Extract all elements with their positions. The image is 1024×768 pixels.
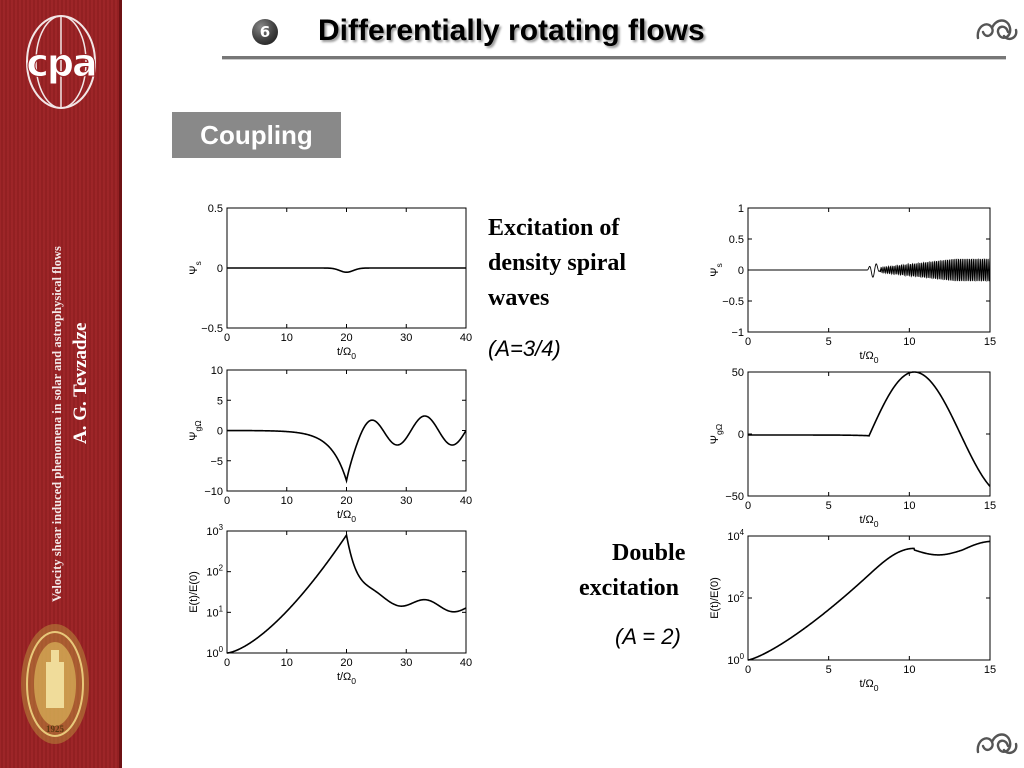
cpa-logo: cpa — [26, 15, 98, 109]
y-tick-label: −0.5 — [722, 296, 744, 308]
caption-spiral-param: (A=3/4) — [488, 336, 561, 361]
y-tick-label: −50 — [725, 491, 744, 503]
y-axis-label: Ψs — [188, 261, 203, 275]
x-tick-label: 10 — [903, 664, 915, 676]
x-tick-label: 20 — [340, 657, 352, 669]
y-axis-label: ΨgΩ — [188, 420, 203, 441]
x-tick-label: 20 — [340, 332, 352, 344]
y-axis-label: Ψs — [709, 263, 724, 277]
y-tick-label: 0 — [217, 426, 223, 438]
x-tick-label: 30 — [400, 495, 412, 507]
x-tick-label: 15 — [984, 500, 996, 512]
x-tick-label: 0 — [224, 657, 230, 669]
chart-right-top: 0 5 10 15 1 0.5 0 −0.5 −1 t/Ω0 Ψs — [709, 203, 996, 365]
caption-double-line2: excitation — [579, 575, 679, 601]
y-tick-label: 0.5 — [208, 203, 223, 215]
y-tick-label: −10 — [204, 486, 223, 498]
page-title: Differentially rotating flows — [318, 14, 705, 47]
university-seal: 1925 — [21, 624, 89, 744]
x-tick-label: 10 — [281, 495, 293, 507]
series-line — [748, 257, 991, 283]
x-tick-label: 20 — [340, 495, 352, 507]
x-tick-label: 5 — [826, 664, 832, 676]
y-axis-label: E(t)/E(0) — [188, 571, 200, 613]
vertical-title: Velocity shear induced phenomena in sola… — [42, 124, 98, 604]
x-tick-label: 10 — [281, 657, 293, 669]
y-tick-label: −5 — [210, 456, 223, 468]
vertical-author-text: A. G. Tevzadze — [70, 323, 91, 444]
x-tick-label: 10 — [903, 336, 915, 348]
y-tick-label: 104 — [727, 528, 744, 543]
y-tick-label: 10 — [211, 365, 223, 377]
y-tick-label: −1 — [731, 327, 744, 339]
caption-spiral-line1: Excitation of — [488, 215, 620, 241]
y-tick-label: 103 — [206, 523, 223, 538]
x-tick-label: 15 — [984, 664, 996, 676]
y-tick-label: 102 — [727, 590, 744, 605]
x-axis-label: t/Ω0 — [859, 514, 878, 529]
x-tick-label: 0 — [224, 332, 230, 344]
x-axis-label: t/Ω0 — [337, 671, 356, 686]
y-tick-label: 1 — [738, 203, 744, 215]
x-tick-label: 5 — [826, 500, 832, 512]
chart-left-bottom: 0 10 20 30 40 103 102 101 100 t/Ω0 E(t)/E(0) — [188, 523, 472, 686]
x-tick-label: 0 — [745, 336, 751, 348]
ornament-icon — [976, 19, 1018, 41]
y-tick-label: 100 — [206, 645, 223, 660]
x-tick-label: 30 — [400, 657, 412, 669]
y-tick-label: 0 — [738, 429, 744, 441]
sidebar: cpa Velocity shear induced phenomena in … — [0, 0, 122, 768]
series-line — [748, 371, 991, 487]
plot-frame — [226, 530, 467, 654]
x-tick-label: 0 — [224, 495, 230, 507]
y-tick-label: −0.5 — [201, 323, 223, 335]
slide-number-badge: 6 — [252, 19, 278, 45]
seal-year: 1925 — [46, 724, 65, 734]
x-tick-label: 40 — [460, 332, 472, 344]
series-line — [227, 415, 467, 484]
x-tick-label: 40 — [460, 657, 472, 669]
x-axis-label: t/Ω0 — [859, 350, 878, 365]
x-tick-label: 0 — [745, 664, 751, 676]
y-axis-label: E(t)/E(0) — [709, 577, 721, 619]
y-tick-label: 0 — [738, 265, 744, 277]
x-tick-label: 5 — [826, 336, 832, 348]
series-line — [227, 267, 466, 274]
y-tick-label: 0.5 — [729, 234, 744, 246]
x-tick-label: 10 — [281, 332, 293, 344]
y-tick-label: 5 — [217, 395, 223, 407]
logo-text: cpa — [26, 41, 95, 85]
caption-double-line1: Double — [612, 540, 686, 566]
x-tick-label: 30 — [400, 332, 412, 344]
x-tick-label: 10 — [903, 500, 915, 512]
y-tick-label: 0 — [217, 263, 223, 275]
section-badge: Coupling — [172, 112, 341, 158]
caption-spiral-line2: density spiral — [488, 250, 627, 276]
ornament-icon — [976, 733, 1018, 755]
x-tick-label: 15 — [984, 336, 996, 348]
series-line — [226, 533, 467, 654]
x-tick-label: 0 — [745, 500, 751, 512]
x-axis-label: t/Ω0 — [859, 678, 878, 693]
y-tick-label: 102 — [206, 564, 223, 579]
x-axis-label: t/Ω0 — [337, 346, 356, 361]
caption-double-param: (A = 2) — [615, 624, 681, 649]
y-axis-label: ΨgΩ — [709, 423, 724, 444]
caption-spiral-line3: waves — [488, 285, 550, 311]
y-tick-label: 100 — [727, 652, 744, 667]
series-line — [747, 540, 991, 661]
vertical-title-text: Velocity shear induced phenomena in sola… — [50, 246, 64, 602]
chart-left-middle: 0 10 20 30 40 10 5 0 −5 −10 t/Ω0 ΨgΩ — [188, 365, 472, 524]
chart-right-bottom: 0 5 10 15 104 102 100 t/Ω0 E(t)/E(0) — [709, 528, 996, 693]
x-axis-label: t/Ω0 — [337, 509, 356, 524]
x-tick-label: 40 — [460, 495, 472, 507]
y-tick-label: 50 — [732, 367, 744, 379]
y-tick-label: 101 — [206, 604, 223, 619]
title-rule — [222, 56, 1006, 60]
